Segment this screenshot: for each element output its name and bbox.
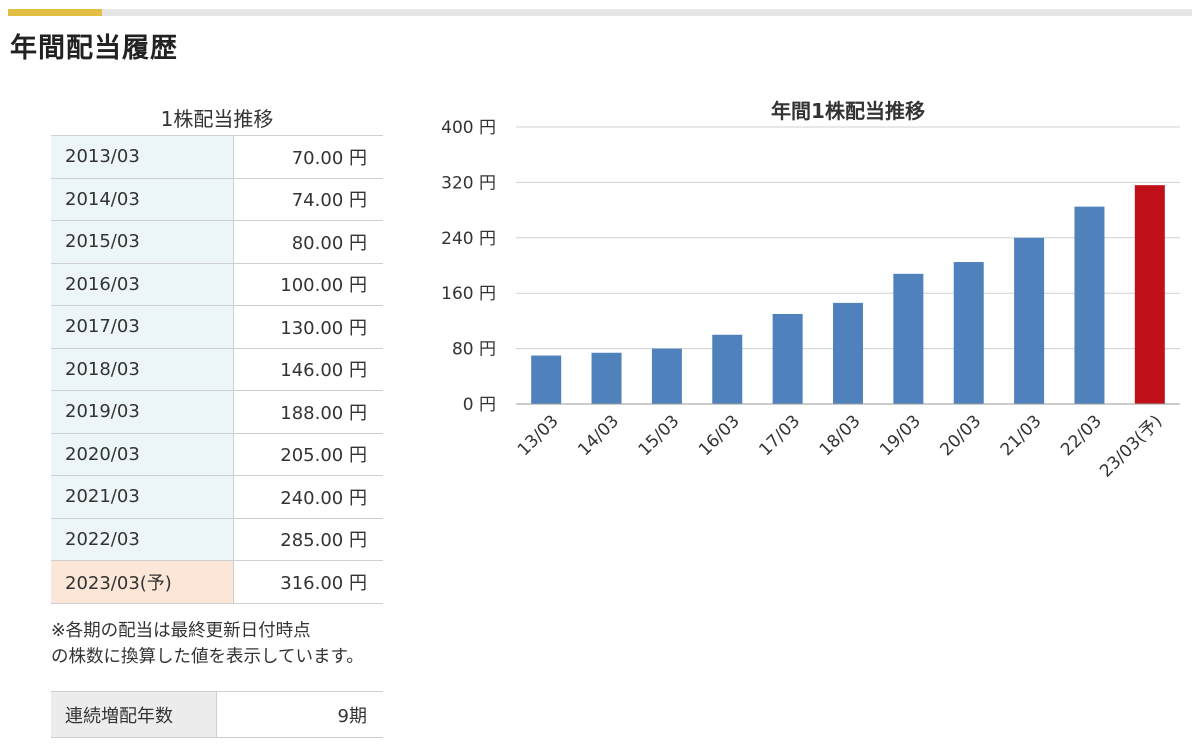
dividend-value-cell: 205.00 円 — [233, 433, 383, 476]
period-cell: 2014/03 — [51, 178, 234, 221]
y-tick-label: 400 円 — [441, 118, 496, 138]
period-cell: 2017/03 — [51, 305, 234, 349]
bar — [772, 313, 803, 404]
table-row: 2013/03 70.00 円 — [51, 135, 383, 179]
streak-label: 連続増配年数 — [51, 691, 217, 738]
x-tick-label: 22/03 — [1057, 411, 1106, 460]
table-row: 2015/03 80.00 円 — [51, 220, 383, 264]
bar — [651, 348, 682, 404]
table-row: 2016/03 100.00 円 — [51, 263, 383, 306]
bar — [531, 355, 562, 404]
streak-value: 9期 — [216, 691, 383, 738]
bar — [712, 334, 743, 404]
note-line-1: ※各期の配当は最終更新日付時点 — [51, 621, 311, 641]
streak-table: 連続増配年数 9期 — [51, 691, 383, 738]
dividend-value-cell: 100.00 円 — [233, 263, 383, 306]
dividend-value-cell: 70.00 円 — [233, 135, 383, 179]
dividend-table-caption: 1株配当推移 — [160, 107, 274, 131]
dividend-value-cell: 130.00 円 — [233, 305, 383, 349]
x-tick-label: 16/03 — [695, 411, 744, 460]
y-tick-label: 160 円 — [441, 284, 496, 304]
section-divider-accent — [8, 9, 102, 16]
dividend-value-cell: 74.00 円 — [233, 178, 383, 221]
dividend-chart: 年間1株配当推移 0 円 80 円 160 円 240 円 320 円 400 円 13/03… — [400, 88, 1200, 508]
page-title: 年間配当履歴 — [10, 33, 178, 64]
period-cell: 2022/03 — [51, 518, 234, 561]
x-tick-label: 19/03 — [876, 411, 925, 460]
dividend-value-cell: 240.00 円 — [233, 475, 383, 519]
bar — [1014, 237, 1045, 404]
dividend-value-cell: 285.00 円 — [233, 518, 383, 561]
x-tick-label: 17/03 — [755, 411, 804, 460]
period-cell: 2019/03 — [51, 390, 234, 434]
y-tick-label: 240 円 — [441, 229, 496, 249]
dividend-table: 2013/03 70.00 円 2014/03 74.00 円 2015/03 80.00… — [51, 135, 383, 604]
period-cell: 2023/03(予) — [51, 560, 234, 604]
dividend-value-cell: 188.00 円 — [233, 390, 383, 434]
period-cell: 2018/03 — [51, 348, 234, 391]
bar — [833, 302, 863, 404]
x-tick-label: 14/03 — [574, 411, 623, 460]
bar — [1074, 206, 1105, 404]
note-line-2: の株数に換算した値を表示しています。 — [51, 647, 364, 667]
table-row: 2023/03(予) 316.00 円 — [51, 560, 383, 604]
x-tick-label: 20/03 — [936, 411, 985, 460]
table-row: 2017/03 130.00 円 — [51, 305, 383, 349]
table-row: 2014/03 74.00 円 — [51, 178, 383, 221]
period-cell: 2016/03 — [51, 263, 234, 306]
y-tick-label: 320 円 — [441, 173, 496, 193]
dividend-value-cell: 316.00 円 — [233, 560, 383, 604]
x-tick-label: 15/03 — [635, 411, 684, 460]
bar — [893, 273, 924, 404]
period-cell: 2021/03 — [51, 475, 234, 519]
y-tick-label: 80 円 — [452, 340, 496, 360]
streak-row: 連続増配年数 9期 — [51, 691, 383, 738]
dividend-value-cell: 80.00 円 — [233, 220, 383, 264]
x-tick-label: 13/03 — [514, 411, 563, 460]
dividend-chart-svg: 年間1株配当推移 0 円 80 円 160 円 240 円 320 円 400 円 13/03… — [441, 99, 1180, 482]
dividend-value-cell: 146.00 円 — [233, 348, 383, 391]
table-row: 2021/03 240.00 円 — [51, 475, 383, 519]
period-cell: 2015/03 — [51, 220, 234, 264]
x-tick-label: 18/03 — [816, 411, 865, 460]
table-row: 2020/03 205.00 円 — [51, 433, 383, 476]
bar — [591, 352, 622, 404]
y-tick-label: 0 円 — [463, 395, 496, 415]
dividend-note: ※各期の配当は最終更新日付時点 の株数に換算した値を表示しています。 — [51, 618, 396, 670]
period-cell: 2013/03 — [51, 135, 234, 179]
period-cell: 2020/03 — [51, 433, 234, 476]
x-tick-label: 21/03 — [997, 411, 1046, 460]
bar — [1134, 185, 1165, 404]
table-row: 2018/03 146.00 円 — [51, 348, 383, 391]
chart-title: 年間1株配当推移 — [771, 99, 925, 123]
table-row: 2022/03 285.00 円 — [51, 518, 383, 561]
bar — [953, 262, 984, 404]
section-divider — [8, 9, 1192, 16]
x-tick-label: 23/03(予) — [1096, 411, 1166, 481]
table-row: 2019/03 188.00 円 — [51, 390, 383, 434]
